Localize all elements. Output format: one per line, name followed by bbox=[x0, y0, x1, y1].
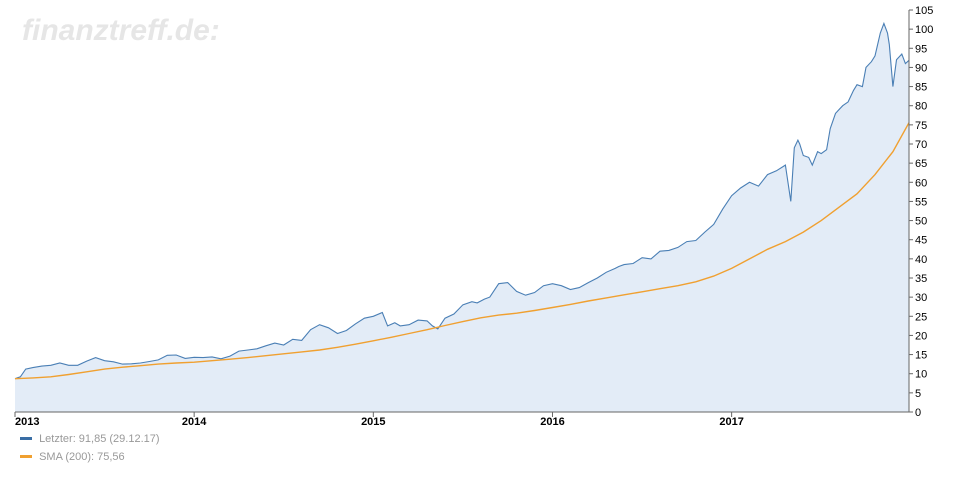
y-tick-label: 30 bbox=[915, 292, 927, 304]
y-tick-label: 0 bbox=[915, 407, 921, 419]
legend-label-price: Letzter: 91,85 (29.12.17) bbox=[39, 433, 160, 445]
legend-item-price[interactable]: Letzter: 91,85 (29.12.17) bbox=[20, 431, 160, 447]
legend-item-sma[interactable]: SMA (200): 75,56 bbox=[20, 449, 160, 465]
y-tick-label: 40 bbox=[915, 254, 927, 266]
legend-swatch-sma bbox=[20, 454, 32, 458]
y-tick-label: 10 bbox=[915, 369, 927, 381]
legend-label-sma: SMA (200): 75,56 bbox=[39, 451, 125, 463]
y-tick-label: 60 bbox=[915, 177, 927, 189]
x-tick-label: 2013 bbox=[15, 416, 39, 428]
y-tick-label: 105 bbox=[915, 5, 933, 17]
y-tick-label: 55 bbox=[915, 196, 927, 208]
y-tick-label: 35 bbox=[915, 273, 927, 285]
y-tick-label: 95 bbox=[915, 43, 927, 55]
x-tick-label: 2017 bbox=[719, 416, 743, 428]
y-tick-label: 50 bbox=[915, 216, 927, 228]
y-tick-label: 65 bbox=[915, 158, 927, 170]
price-area bbox=[15, 23, 909, 413]
x-tick-label: 2015 bbox=[361, 416, 385, 428]
y-tick-label: 45 bbox=[915, 235, 927, 247]
x-axis: 2013 2014 2015 2016 2017 bbox=[14, 411, 909, 428]
y-tick-label: 75 bbox=[915, 120, 927, 132]
x-tick-label: 2016 bbox=[540, 416, 564, 428]
y-tick-label: 25 bbox=[915, 311, 927, 323]
x-tick-label: 2014 bbox=[182, 416, 207, 428]
y-tick-label: 15 bbox=[915, 350, 927, 362]
y-tick-label: 90 bbox=[915, 62, 927, 74]
y-axis: 0 5 10 15 20 25 30 35 40 45 50 55 60 65 70 75 80 85 90 95 10… bbox=[908, 5, 933, 419]
sma-line bbox=[14, 122, 910, 380]
plot-area bbox=[14, 21, 910, 413]
y-tick-label: 85 bbox=[915, 82, 927, 94]
y-tick-label: 70 bbox=[915, 139, 927, 151]
legend: Letzter: 91,85 (29.12.17) SMA (200): 75,… bbox=[20, 431, 160, 467]
watermark: finanztreff.de: bbox=[22, 14, 220, 47]
y-tick-label: 5 bbox=[915, 388, 921, 400]
y-tick-label: 100 bbox=[915, 24, 933, 36]
price-line bbox=[14, 21, 910, 380]
y-tick-label: 20 bbox=[915, 330, 927, 342]
legend-swatch-price bbox=[20, 436, 32, 440]
y-tick-label: 80 bbox=[915, 101, 927, 113]
